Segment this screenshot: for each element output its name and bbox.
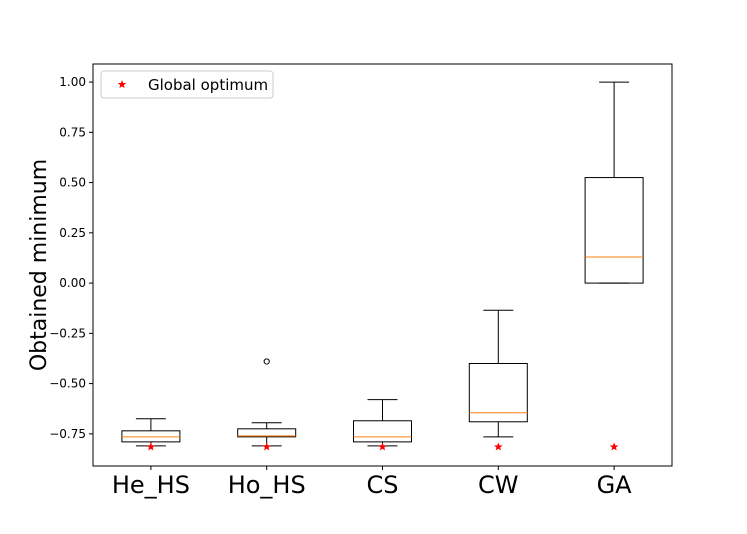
x-tick-label: GA: [597, 471, 633, 499]
global-optimum-star: [494, 442, 503, 451]
y-tick-label: 0.75: [59, 125, 86, 139]
box-Ho_HS: [237, 358, 297, 447]
x-tick-label: CS: [367, 471, 399, 499]
y-axis: 1.00 0.75 0.50 0.25 0.00 −0.25 −0.50 −0.75: [49, 75, 93, 441]
x-tick-label: He_HS: [112, 471, 190, 499]
legend-box: [100, 70, 274, 99]
y-tick-label: 0.00: [59, 276, 86, 290]
outlier-point: [263, 358, 270, 365]
iqr-box: [584, 177, 644, 284]
y-tick-label: 0.25: [59, 226, 86, 240]
global-optimum-star: [262, 442, 271, 451]
x-tick-label: CW: [478, 471, 519, 499]
y-axis-title: Obtained minimum: [27, 159, 52, 371]
legend-label: Global optimum: [148, 76, 268, 94]
iqr-box: [121, 430, 181, 443]
y-tick-label: 0.50: [59, 176, 86, 190]
y-tick-label: 1.00: [59, 75, 86, 89]
boxes-layer: [121, 81, 644, 451]
global-optimum-star: [609, 442, 619, 451]
x-axis: He_HS Ho_HS CS CW GA: [112, 466, 632, 499]
iqr-box: [468, 362, 528, 423]
box-He_HS: [121, 418, 181, 447]
global-optimum-star: [146, 442, 156, 451]
y-tick-label: −0.25: [49, 326, 86, 340]
iqr-box: [353, 420, 412, 443]
x-tick-label: Ho_HS: [228, 471, 306, 499]
legend-star-icon: [117, 80, 127, 89]
y-tick-label: −0.50: [49, 377, 86, 391]
box-CS: [353, 399, 412, 447]
y-tick-label: −0.75: [49, 427, 86, 441]
legend: Global optimum: [100, 70, 274, 99]
box-GA: [584, 81, 644, 284]
box-CW: [468, 309, 528, 438]
global-optimum-star: [378, 442, 387, 451]
iqr-box: [237, 428, 297, 438]
